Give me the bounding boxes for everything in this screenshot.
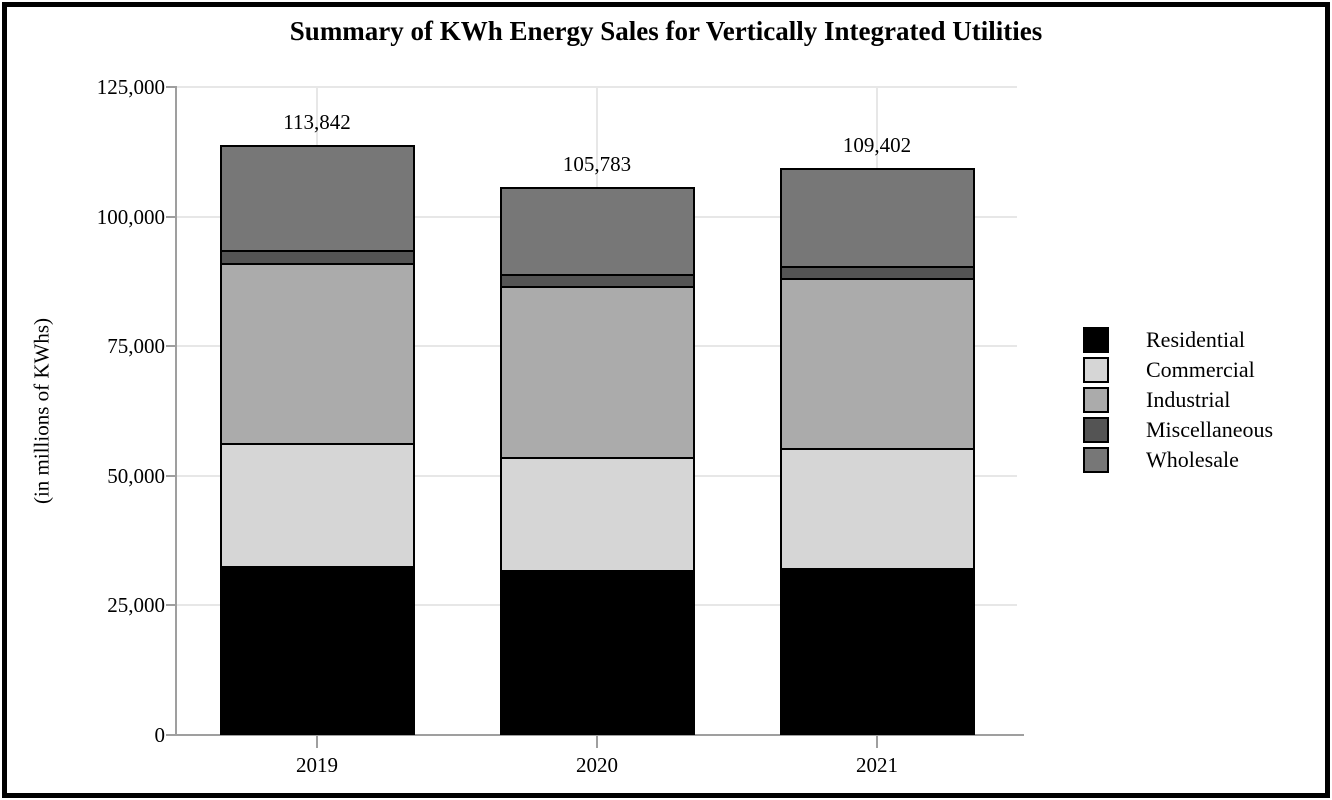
bar-segment-commercial: [219, 442, 415, 566]
y-axis-title: (in millions of KWhs): [29, 317, 54, 505]
legend-swatch-industrial: [1083, 387, 1109, 413]
y-tick: [166, 86, 175, 88]
bar-segment-industrial: [779, 278, 975, 449]
y-tick-label: 75,000: [107, 334, 165, 359]
bar-segment-industrial: [499, 286, 695, 457]
legend-label: Residential: [1146, 327, 1245, 352]
bar-segment-miscellaneous: [499, 274, 695, 287]
bar-segment-miscellaneous: [219, 249, 415, 263]
y-tick-label: 125,000: [96, 75, 165, 99]
legend-label: Miscellaneous: [1146, 417, 1274, 442]
bar-total-label: 109,402: [842, 132, 912, 157]
bar-segment-residential: [779, 568, 975, 735]
bar-segment-wholesale: [219, 144, 415, 250]
legend-swatch-commercial: [1083, 357, 1109, 383]
legend-item: Wholesale: [1083, 447, 1273, 473]
bar-total-label: 105,783: [562, 151, 632, 176]
bar-segment-wholesale: [779, 167, 975, 267]
legend-swatch-wholesale: [1083, 447, 1109, 473]
x-tick-label: 2021: [856, 753, 898, 777]
y-tick-label: 100,000: [96, 204, 165, 229]
y-tick-label: 0: [154, 723, 166, 747]
y-axis-line: [175, 86, 177, 736]
bar-segment-commercial: [499, 456, 695, 571]
bar-total-label: 113,842: [283, 109, 351, 134]
legend: Residential Commercial Industrial Miscellan…: [1083, 327, 1273, 477]
legend-item: Miscellaneous: [1083, 417, 1273, 443]
y-tick: [166, 345, 175, 348]
y-tick: [166, 474, 175, 477]
x-tick-label: 2020: [576, 753, 618, 777]
legend-item: Industrial: [1083, 387, 1273, 413]
y-tick: [166, 604, 175, 607]
legend-item: Commercial: [1083, 357, 1273, 383]
bar-segment-residential: [499, 570, 695, 735]
legend-label: Wholesale: [1146, 447, 1239, 472]
bar-segment-industrial: [219, 262, 415, 443]
y-tick: [166, 734, 175, 736]
y-tick-label: 50,000: [107, 463, 165, 488]
x-tick: [316, 736, 318, 748]
legend-label: Commercial: [1146, 357, 1255, 382]
bar-segment-miscellaneous: [779, 266, 975, 279]
y-tick: [166, 215, 175, 218]
y-tick-label: 25,000: [107, 593, 165, 618]
x-tick-label: 2019: [296, 753, 338, 777]
bar-segment-commercial: [779, 448, 975, 569]
legend-swatch-miscellaneous: [1083, 417, 1109, 443]
bar-segment-wholesale: [499, 186, 695, 275]
legend-item: Residential: [1083, 327, 1273, 353]
legend-swatch-residential: [1083, 327, 1109, 353]
chart-title: Summary of KWh Energy Sales for Vertical…: [289, 16, 1043, 46]
bar-segment-residential: [219, 566, 415, 735]
legend-label: Industrial: [1146, 387, 1231, 412]
x-axis-line: [174, 734, 1024, 736]
x-tick: [876, 736, 878, 748]
x-tick: [596, 736, 598, 748]
